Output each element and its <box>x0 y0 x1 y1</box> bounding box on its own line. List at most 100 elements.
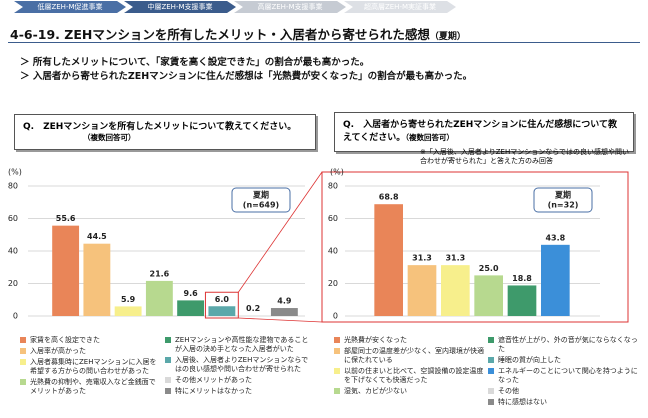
legend-label: 部屋同士の温度差が少なく、室内環境が快適に保たれている <box>344 347 484 364</box>
value-label: 31.3 <box>445 254 465 263</box>
legend-item: 特にメリットはなかった <box>165 387 315 396</box>
bar <box>541 244 570 316</box>
legend-item: 入居率が高かった <box>20 347 160 356</box>
legend-label: 特にメリットはなかった <box>175 387 252 395</box>
legend-item: エネルギーのことについて関心を持つようになった <box>488 367 638 385</box>
legend-item: 入居後、入居者よりZEHマンションならではの良い感想や問い合わせが寄せられた <box>165 356 315 374</box>
value-label: 31.3 <box>412 254 432 263</box>
value-label: 55.6 <box>56 214 76 223</box>
legend-label: 入居後、入居者よりZEHマンションならではの良い感想や問い合わせが寄せられた <box>175 356 309 373</box>
legend-swatch <box>20 359 26 365</box>
bar <box>441 265 470 316</box>
highlight <box>204 291 239 319</box>
legend-swatch <box>20 379 26 385</box>
legend-swatch <box>165 377 171 383</box>
bar <box>83 243 111 316</box>
legend-swatch <box>488 368 494 374</box>
legend-label: 睡眠の質が向上した <box>498 356 561 364</box>
value-label: 25.0 <box>479 264 499 273</box>
y-tick-label: 80 <box>8 182 18 191</box>
value-label: 0.2 <box>246 304 260 313</box>
bar <box>145 280 173 316</box>
value-label: 4.9 <box>277 297 292 306</box>
bar <box>507 285 537 316</box>
value-label: 9.6 <box>184 289 199 298</box>
question-note: （複数回答可） <box>405 133 455 142</box>
legend-label: その他メリットがあった <box>175 376 252 384</box>
legend-item: 家賃を高く設定できた <box>20 336 160 345</box>
rule <box>8 42 640 43</box>
legend-item: 特に感想はない <box>488 398 638 407</box>
legend-item: 湿気、カビが少ない <box>334 387 484 396</box>
bar <box>407 265 437 316</box>
legend-label: 入居率が高かった <box>30 347 86 355</box>
legend-box <box>533 187 593 213</box>
legend: ZEHマンションや高性能な建物であることが入居の決め手となった入居者がいた 入居後… <box>165 336 315 398</box>
value-label: 5.9 <box>121 295 136 304</box>
box-n: (n=649) <box>243 201 279 210</box>
title: 4-6-19. ZEHマンションを所有したメリット・入居者から寄せられた感想（夏… <box>10 24 466 43</box>
bullet: ＞ 入居者から寄せられたZEHマンションに住んだ感想は「光熱費が安くなった」の割… <box>20 71 473 82</box>
legend-swatch <box>334 368 340 374</box>
question: Q. 入居者から寄せられたZEHマンションに住んだ感想について教えてください。（… <box>334 112 634 152</box>
legend-label: 以前の住まいと比べて、空調設備の設定温度を下げなくても快適だった <box>344 367 484 384</box>
question-text: Q. 入居者から寄せられたZEHマンションに住んだ感想について教えてください。 <box>343 120 618 143</box>
value-label: 6.0 <box>215 295 230 304</box>
y-tick-label: 0 <box>13 312 18 321</box>
tab[interactable]: 中層ZEH-M支援事業 <box>124 1 236 13</box>
legend-item: その他メリットがあった <box>165 376 315 385</box>
legend-label: 光熱費の抑制や、売電収入など金銭面でメリットがあった <box>30 378 156 395</box>
bar <box>474 275 503 316</box>
box-n: (n=32) <box>548 201 579 210</box>
value-label: 68.8 <box>379 193 399 202</box>
tab[interactable]: 低層ZEH-M促進事業 <box>14 1 126 13</box>
legend-item: 以前の住まいと比べて、空調設備の設定温度を下げなくても快適だった <box>334 367 484 385</box>
legend-label: エネルギーのことについて関心を持つようになった <box>498 367 638 384</box>
bar <box>177 300 205 316</box>
title-text: 4-6-19. ZEHマンションを所有したメリット・入居者から寄せられた感想 <box>10 27 430 42</box>
legend-item: 光熱費の抑制や、売電収入など金銭面でメリットがあった <box>20 378 160 396</box>
box-title: 夏期 <box>252 190 269 200</box>
legend-item: 睡眠の質が向上した <box>488 356 638 365</box>
bullet: ＞ 所有したメリットについて、「家賃を高く設定できた」の割合が最も高かった。 <box>20 57 370 68</box>
legend-swatch <box>488 337 494 343</box>
legend-label: その他 <box>498 387 519 395</box>
y-tick-label: 20 <box>328 279 338 288</box>
legend-swatch <box>488 357 494 363</box>
question: Q. ZEHマンションを所有したメリットについて教えてください。 （複数回答可） <box>14 114 316 150</box>
tab[interactable]: 超高層ZEH-M実証事業 <box>344 1 456 13</box>
highlight <box>321 171 629 323</box>
value-label: 18.8 <box>512 274 532 283</box>
bar <box>114 306 142 316</box>
value-label: 43.8 <box>545 233 565 242</box>
legend: 家賃を高く設定できた 入居率が高かった入居者募集時にZEHマンションに入居を希望す… <box>20 336 160 398</box>
value-label: 44.5 <box>87 232 107 241</box>
legend-label: 入居者募集時にZEHマンションに入居を希望する方からの問い合わせがあった <box>30 358 157 375</box>
legend: 遮音性が上がり、外の音が気にならなくなった睡眠の質が向上したエネルギーのことにつ… <box>488 336 638 409</box>
bullet-text: 入居者から寄せられたZEHマンションに住んだ感想は「光熱費が安くなった」の割合が… <box>32 71 473 82</box>
y-tick-label: 40 <box>8 247 18 256</box>
legend-swatch <box>165 357 171 363</box>
legend-label: 特に感想はない <box>498 398 547 406</box>
legend-label: ZEHマンションや高性能な建物であることが入居の決め手となった入居者がいた <box>175 336 309 353</box>
y-tick-label: 80 <box>328 182 338 191</box>
legend-box <box>231 187 291 213</box>
bar <box>374 204 403 316</box>
tab[interactable]: 高層ZEH-M支援事業 <box>234 1 346 13</box>
legend-item: 部屋同士の温度差が少なく、室内環境が快適に保たれている <box>334 347 484 365</box>
legend-label: 家賃を高く設定できた <box>30 336 100 344</box>
legend-label: 光熱費が安くなった <box>344 336 407 344</box>
legend-label: 湿気、カビが少ない <box>344 387 407 395</box>
legend: 光熱費が安くなった部屋同士の温度差が少なく、室内環境が快適に保たれている 以前の住… <box>334 336 484 398</box>
legend-label: 遮音性が上がり、外の音が気にならなくなった <box>498 336 638 353</box>
note: ※「入居後、入居者よりZEHマンションならではの良い感想や問い合わせが寄せられた… <box>420 148 629 165</box>
legend-swatch <box>488 388 494 394</box>
axis-unit: (%) <box>330 168 344 177</box>
bar <box>270 308 298 316</box>
legend-swatch <box>20 348 26 354</box>
legend-swatch <box>334 388 340 394</box>
y-tick-label: 40 <box>328 247 338 256</box>
connector <box>237 171 323 293</box>
